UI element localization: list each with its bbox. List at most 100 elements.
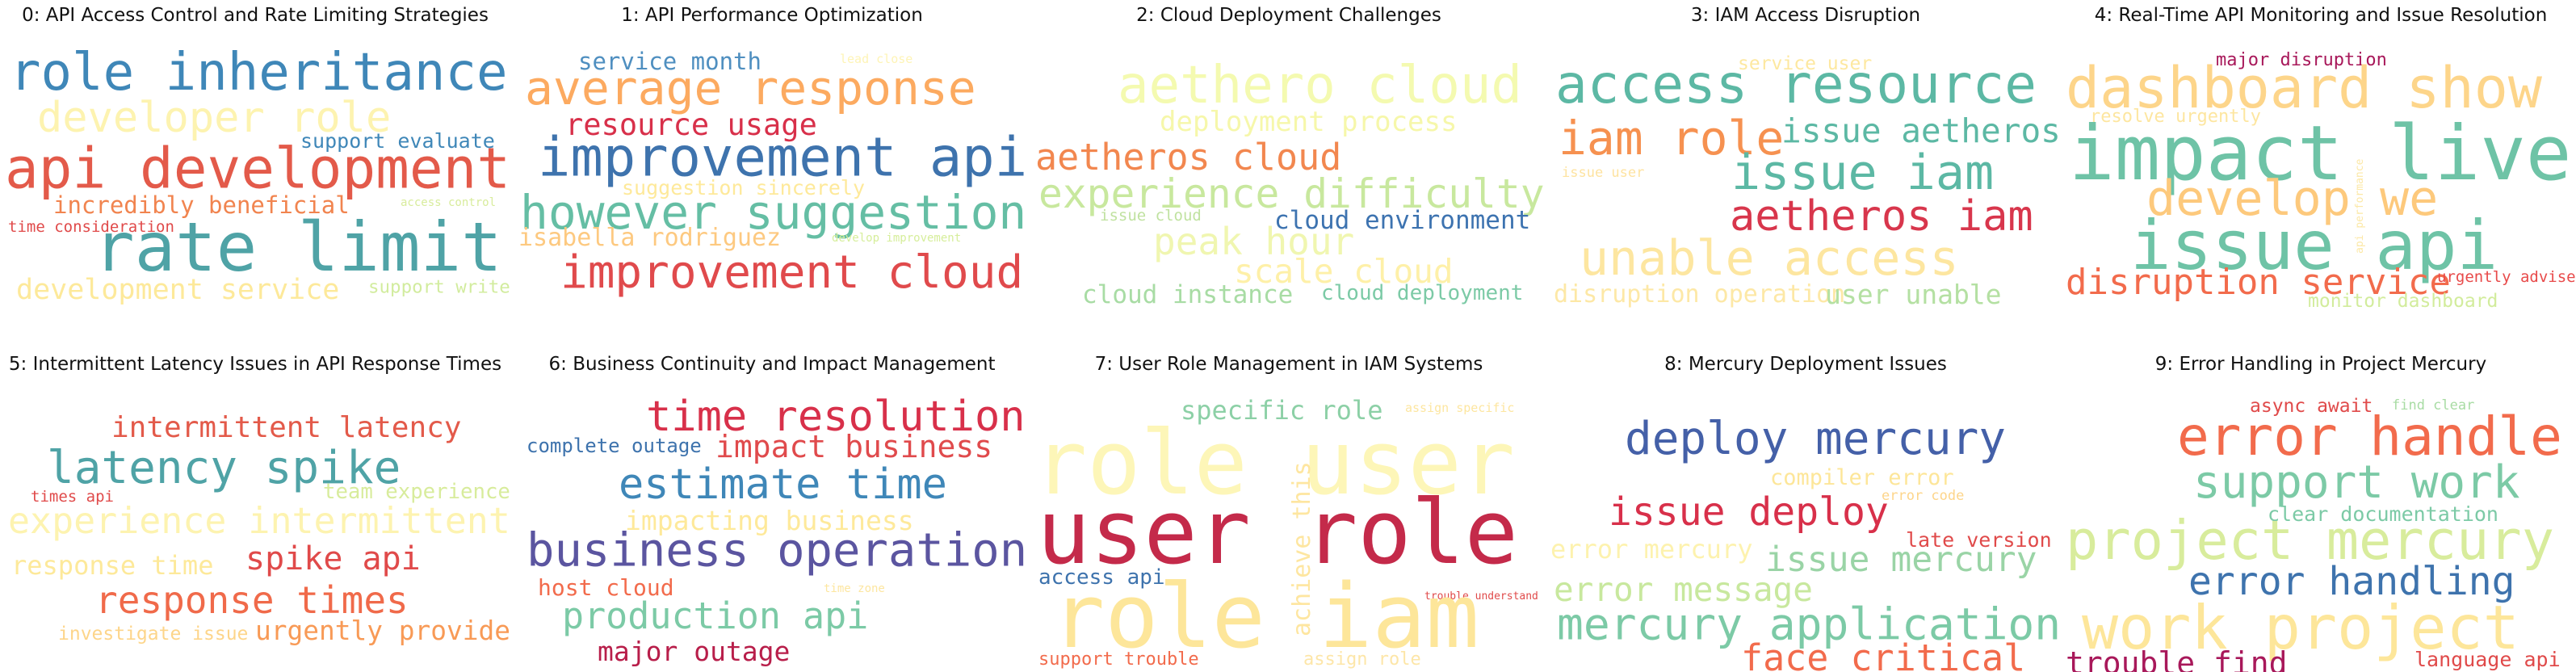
cloud-word: deploy mercury bbox=[1625, 413, 2007, 465]
word-cloud: aethero cloud deployment process aethero… bbox=[1034, 36, 1544, 323]
word-cloud: deploy mercury compiler error error code… bbox=[1550, 384, 2061, 672]
cloud-word: response times bbox=[95, 578, 409, 622]
cloud-word: issue deploy bbox=[1609, 489, 1889, 535]
cloud-word: mercury application bbox=[1557, 598, 2061, 650]
cloud-word: service user bbox=[1738, 53, 1873, 74]
cloud-word: development service bbox=[16, 274, 340, 306]
word-cloud: service month lead close average respons… bbox=[517, 36, 1027, 323]
cloud-word: issue iam bbox=[1731, 145, 1995, 201]
cloud-word: business operation bbox=[527, 523, 1027, 578]
cloud-word: major disruption bbox=[2216, 50, 2387, 70]
topic-panel-7: 7: User Role Management in IAM Systems s… bbox=[1034, 349, 1544, 672]
cloud-word: issue user bbox=[1562, 165, 1645, 181]
cloud-word: disruption service bbox=[2066, 262, 2451, 303]
topic-title: 6: Business Continuity and Impact Manage… bbox=[548, 354, 996, 375]
cloud-word: error handling bbox=[2188, 559, 2515, 604]
cloud-word: major outage bbox=[598, 636, 791, 667]
cloud-word: role user bbox=[1034, 411, 1516, 514]
topic-title: 8: Mercury Deployment Issues bbox=[1664, 354, 1947, 375]
cloud-word: access resource bbox=[1555, 53, 2037, 116]
cloud-word: response time bbox=[11, 550, 214, 581]
cloud-word: access control bbox=[401, 196, 497, 209]
cloud-word: language api bbox=[2414, 648, 2561, 671]
cloud-word: role iam bbox=[1051, 565, 1479, 668]
cloud-word: async await bbox=[2250, 396, 2373, 417]
cloud-word: dashboard show bbox=[2066, 55, 2543, 121]
cloud-word: aethero cloud bbox=[1118, 56, 1522, 116]
cloud-word: scale cloud bbox=[1234, 252, 1454, 291]
cloud-word: experience intermittent bbox=[8, 499, 510, 542]
cloud-word: error mercury bbox=[1550, 534, 1753, 565]
cloud-word: specific role bbox=[1181, 395, 1383, 426]
cloud-word: api development bbox=[5, 136, 510, 202]
cloud-word: cloud deployment bbox=[1321, 281, 1524, 305]
cloud-word: team experience bbox=[323, 480, 510, 504]
topic-panel-9: 9: Error Handling in Project Mercury asy… bbox=[2066, 349, 2576, 672]
cloud-word: issue aetheros bbox=[1781, 111, 2061, 150]
cloud-word: error message bbox=[1554, 570, 1813, 609]
topic-panel-6: 6: Business Continuity and Impact Manage… bbox=[517, 349, 1027, 672]
cloud-word: support work bbox=[2193, 456, 2520, 509]
cloud-word: support write bbox=[368, 276, 510, 298]
cloud-word: resolve urgently bbox=[2090, 107, 2261, 127]
topic-title: 2: Cloud Deployment Challenges bbox=[1136, 5, 1441, 26]
cloud-word: issue cloud bbox=[1100, 207, 1202, 225]
topic-title: 0: API Access Control and Rate Limiting … bbox=[22, 5, 489, 26]
topic-title: 7: User Role Management in IAM Systems bbox=[1094, 354, 1483, 375]
topic-panel-2: 2: Cloud Deployment Challenges aethero c… bbox=[1034, 0, 1544, 323]
cloud-word: spike api bbox=[245, 540, 421, 578]
cloud-word: face critical bbox=[1741, 636, 2026, 672]
cloud-word: compiler error bbox=[1770, 465, 1954, 490]
cloud-word: cloud instance bbox=[1082, 280, 1294, 309]
cloud-word: average response bbox=[525, 61, 976, 116]
cloud-word: estimate time bbox=[619, 460, 947, 509]
word-cloud: service user access resource iam role is… bbox=[1550, 36, 2061, 323]
cloud-word: rate limit bbox=[94, 208, 502, 287]
cloud-word: monitor dashboard bbox=[2308, 291, 2498, 312]
topic-panel-1: 1: API Performance Optimization service … bbox=[517, 0, 1027, 323]
cloud-word: deployment process bbox=[1160, 106, 1458, 138]
cloud-word: lead close bbox=[840, 52, 913, 66]
cloud-word: times api bbox=[31, 488, 114, 506]
cloud-word: urgently provide bbox=[255, 615, 510, 646]
cloud-word: work project bbox=[2082, 592, 2519, 663]
cloud-word: aetheros cloud bbox=[1035, 136, 1342, 178]
cloud-word: develop improvement bbox=[832, 232, 962, 245]
cloud-word: assign role bbox=[1303, 649, 1421, 670]
word-cloud: intermittent latency latency spike team … bbox=[0, 384, 510, 672]
cloud-word: trouble understand bbox=[1424, 590, 1538, 603]
cloud-word: cloud environment bbox=[1274, 206, 1531, 235]
cloud-word: improvement cloud bbox=[560, 246, 1024, 299]
cloud-word: error handle bbox=[2177, 405, 2562, 468]
cloud-word: support trouble bbox=[1038, 649, 1199, 670]
cloud-word: user unable bbox=[1825, 279, 2002, 310]
cloud-word: issue mercury bbox=[1765, 540, 2037, 580]
topic-panel-8: 8: Mercury Deployment Issues deploy merc… bbox=[1550, 349, 2061, 672]
cloud-word: develop we bbox=[2146, 170, 2439, 227]
cloud-word: urgently advise bbox=[2437, 268, 2576, 286]
word-cloud: time resolution complete outage impact b… bbox=[517, 384, 1027, 672]
cloud-word: late version bbox=[1906, 528, 2052, 552]
cloud-word: improvement api bbox=[538, 126, 1027, 190]
cloud-word: support evaluate bbox=[300, 129, 495, 153]
cloud-word: clear documentation bbox=[2268, 502, 2498, 526]
cloud-word: iam role bbox=[1559, 111, 1785, 166]
word-cloud: async await find clear error handle supp… bbox=[2066, 384, 2576, 672]
cloud-word: experience difficulty bbox=[1038, 171, 1544, 218]
cloud-word: project mercury bbox=[2066, 509, 2555, 572]
topic-title: 9: Error Handling in Project Mercury bbox=[2154, 354, 2487, 375]
topic-title: 5: Intermittent Latency Issues in API Re… bbox=[8, 354, 502, 375]
cloud-word: impacting business bbox=[625, 505, 914, 536]
cloud-word: suggestion sincerely bbox=[622, 176, 866, 200]
cloud-word: find clear bbox=[2392, 397, 2475, 414]
cloud-word: access api bbox=[1038, 565, 1165, 590]
cloud-word: user role bbox=[1037, 481, 1519, 584]
word-cloud: specific role assign specific role user … bbox=[1034, 384, 1544, 672]
cloud-word: service month bbox=[578, 48, 761, 75]
word-cloud: major disruption dashboard show resolve … bbox=[2066, 36, 2576, 323]
cloud-word: impact live bbox=[2069, 110, 2572, 198]
cloud-word: time consideration bbox=[8, 218, 174, 236]
topic-title: 3: IAM Access Disruption bbox=[1690, 5, 1921, 26]
cloud-word: host cloud bbox=[538, 574, 674, 601]
topic-panel-3: 3: IAM Access Disruption service user ac… bbox=[1550, 0, 2061, 323]
